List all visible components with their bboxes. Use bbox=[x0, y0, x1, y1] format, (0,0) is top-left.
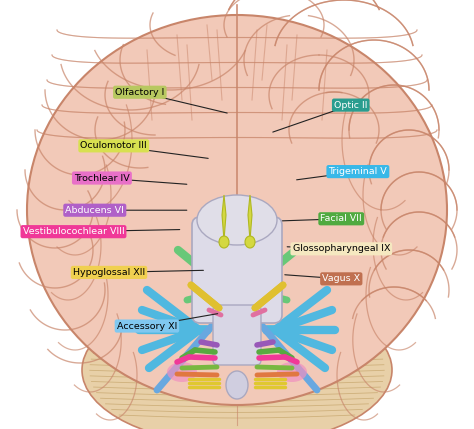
Text: Oculomotor III: Oculomotor III bbox=[81, 142, 147, 150]
Text: Accessory XI: Accessory XI bbox=[117, 322, 177, 330]
Polygon shape bbox=[222, 195, 226, 240]
Ellipse shape bbox=[197, 195, 277, 245]
Ellipse shape bbox=[82, 295, 392, 429]
Text: Vagus X: Vagus X bbox=[322, 275, 360, 283]
Polygon shape bbox=[248, 195, 252, 240]
Text: Olfactory I: Olfactory I bbox=[115, 88, 164, 97]
FancyBboxPatch shape bbox=[213, 305, 261, 365]
Text: Facial VII: Facial VII bbox=[320, 214, 362, 223]
Ellipse shape bbox=[219, 236, 229, 248]
Text: Vestibulocochlear VIII: Vestibulocochlear VIII bbox=[23, 227, 124, 236]
FancyBboxPatch shape bbox=[192, 217, 282, 323]
Text: Trochlear IV: Trochlear IV bbox=[74, 174, 130, 182]
Ellipse shape bbox=[27, 15, 447, 405]
Ellipse shape bbox=[245, 236, 255, 248]
Ellipse shape bbox=[226, 371, 248, 399]
Text: Hypoglossal XII: Hypoglossal XII bbox=[73, 268, 145, 277]
Text: Abducens VI: Abducens VI bbox=[65, 206, 124, 214]
Text: Trigeminal V: Trigeminal V bbox=[328, 167, 387, 176]
Ellipse shape bbox=[219, 264, 255, 280]
Text: Optic II: Optic II bbox=[334, 101, 367, 109]
Ellipse shape bbox=[277, 362, 307, 382]
Text: Glossopharyngeal IX: Glossopharyngeal IX bbox=[292, 245, 390, 253]
Ellipse shape bbox=[167, 362, 197, 382]
